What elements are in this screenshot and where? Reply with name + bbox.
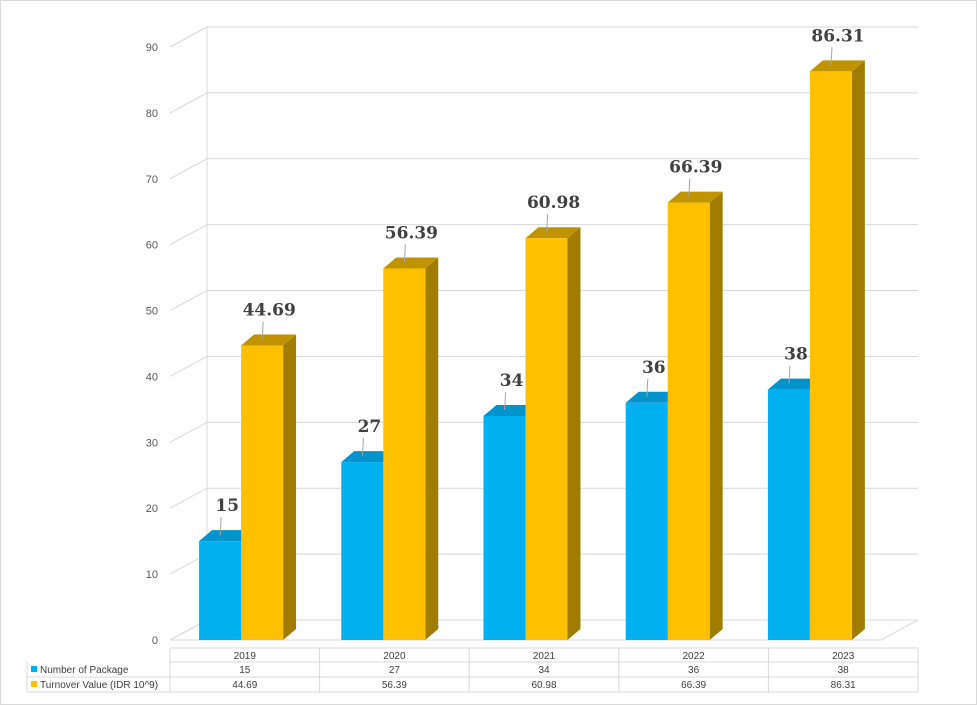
table-value-cell: 15: [239, 665, 251, 676]
label-leader-line: [261, 321, 264, 340]
table-value-cell: 60.98: [531, 680, 556, 691]
table-value-cell: 36: [688, 665, 700, 676]
bars: [199, 60, 865, 641]
y-tick-label: 10: [146, 569, 158, 581]
data-label: 15: [215, 496, 239, 516]
bar-top: [667, 191, 723, 203]
bar-top: [625, 391, 681, 403]
y-tick-label: 0: [152, 635, 158, 647]
bar-side: [851, 60, 865, 641]
table-value-cell: 56.39: [382, 680, 407, 691]
y-tick-label: 20: [146, 503, 158, 515]
table-value-cell: 27: [389, 665, 401, 676]
data-label: 27: [358, 417, 382, 437]
label-leader-line: [688, 178, 691, 197]
data-label: 34: [500, 371, 524, 391]
y-tick-label: 40: [146, 371, 158, 383]
table-value-cell: 66.39: [681, 680, 706, 691]
data-label: 36: [642, 358, 666, 378]
table-header-cell: 2019: [234, 651, 257, 662]
legend-label: Number of Package: [40, 665, 129, 676]
y-tick-label: 70: [146, 174, 158, 186]
label-leader-line: [646, 378, 649, 397]
table-value-cell: 38: [838, 665, 850, 676]
y-tick-label: 60: [146, 240, 158, 252]
gridline: [169, 26, 918, 48]
data-label: 66.39: [669, 158, 722, 178]
legend-label: Turnover Value (IDR 10^9): [40, 680, 158, 691]
bar-side: [567, 227, 581, 641]
table-value-cell: 34: [538, 665, 550, 676]
table-value-cell: 44.69: [232, 680, 257, 691]
y-tick-label: 50: [146, 306, 158, 318]
bar-top: [525, 227, 581, 239]
bar-front: [241, 345, 284, 640]
label-leader-line: [830, 47, 833, 66]
legend-key: [31, 681, 37, 687]
table-header-cell: 2021: [533, 651, 556, 662]
gridline: [169, 92, 918, 114]
bar-top: [383, 257, 439, 269]
y-tick-label: 30: [146, 437, 158, 449]
y-axis: 0 10 20 30 40 50 60 70 80 90: [146, 42, 158, 647]
bar-side: [425, 257, 439, 640]
label-leader-line: [361, 438, 364, 457]
data-label: 38: [784, 345, 808, 365]
bar-front: [667, 202, 710, 640]
table-header-cell: 2023: [832, 651, 855, 662]
data-label: 86.31: [811, 26, 864, 46]
label-leader-line: [219, 517, 222, 536]
bar-side: [283, 334, 297, 640]
bar-top: [809, 60, 865, 72]
table-header-cell: 2020: [383, 651, 406, 662]
bar-top: [767, 378, 823, 390]
bar-front: [383, 268, 426, 640]
bar-top: [241, 334, 297, 346]
bar-front: [809, 71, 852, 641]
y-tick-label: 80: [146, 108, 158, 120]
data-label: 60.98: [527, 193, 580, 213]
bar-front: [767, 389, 810, 640]
bar-turnover-2020: [383, 257, 439, 640]
table-header-cell: 2022: [682, 651, 705, 662]
bar-turnover-2021: [525, 227, 581, 641]
floor-right-edge: [880, 619, 919, 641]
bar-front: [199, 541, 242, 640]
bar-top: [341, 451, 397, 463]
bar-turnover-2022: [667, 191, 723, 640]
data-labels: 15 44.69 27 56.39 34 60.98 36 66.39 38 86.31: [215, 26, 865, 536]
label-leader-line: [788, 365, 791, 384]
bar-front: [341, 462, 384, 640]
bar-turnover-2023: [809, 60, 865, 641]
bar-front: [483, 415, 526, 640]
gridline: [169, 158, 918, 180]
data-label: 44.69: [243, 301, 296, 321]
bar-top: [483, 404, 539, 416]
bar-front: [525, 238, 568, 641]
bar-side: [709, 191, 723, 640]
label-leader-line: [504, 391, 507, 411]
table-value-cell: 86.31: [831, 680, 856, 691]
data-table: 2019 2020 2021 2022 2023 Number of Package 15 2…: [26, 647, 919, 693]
bar-front: [625, 402, 668, 640]
label-leader-line: [546, 214, 549, 233]
label-leader-line: [403, 244, 406, 263]
bar-top: [199, 530, 255, 542]
legend-key: [31, 666, 37, 672]
bar-turnover-2019: [241, 334, 297, 640]
y-tick-label: 90: [146, 42, 158, 54]
data-label: 56.39: [385, 223, 438, 243]
